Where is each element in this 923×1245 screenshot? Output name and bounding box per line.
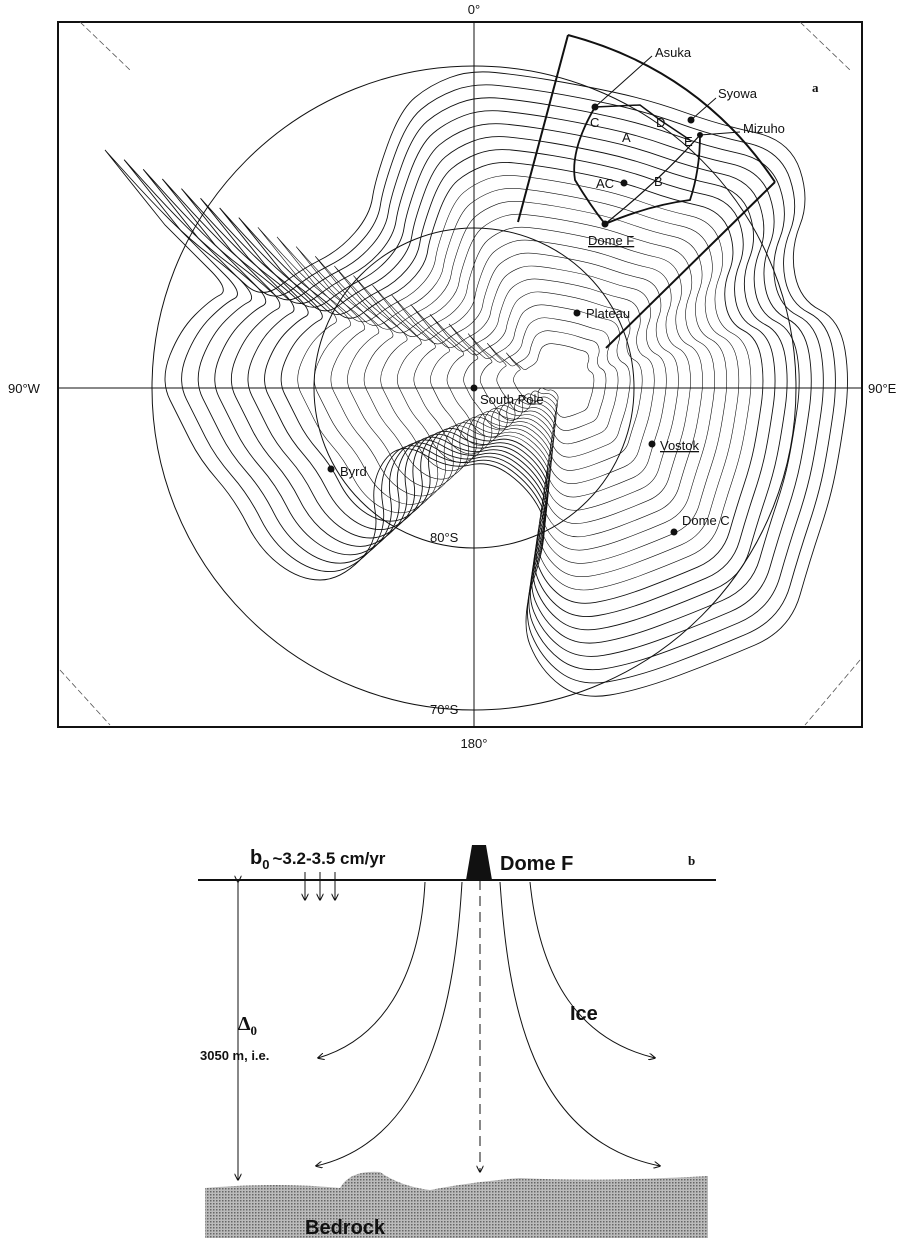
contour-line xyxy=(295,200,728,564)
contour-line xyxy=(219,149,776,618)
dome-marker xyxy=(466,845,492,880)
contour-line xyxy=(314,213,715,551)
contour-line xyxy=(429,291,643,471)
site-label: Dome F xyxy=(500,853,573,875)
contour-line xyxy=(257,175,752,591)
flow-lines xyxy=(316,880,660,1172)
meridian-label: 180° xyxy=(461,736,488,751)
contour-line xyxy=(506,343,595,418)
meridian-label: 90°W xyxy=(8,381,41,396)
panel-label: a xyxy=(812,80,819,95)
station-label: Dome F xyxy=(588,233,634,248)
station-label: Dome C xyxy=(682,513,730,528)
subscript: 0 xyxy=(262,857,269,872)
route-label: D xyxy=(656,115,665,130)
map-frame xyxy=(57,21,863,728)
contour-line xyxy=(200,136,788,631)
thickness-value: 3050 m, i.e. xyxy=(200,1048,269,1063)
contour-line xyxy=(276,188,740,578)
symbol: Δ xyxy=(238,1013,251,1035)
contour-line xyxy=(142,97,824,671)
contour-line xyxy=(334,226,703,538)
study-sector xyxy=(517,34,776,349)
route-label: B xyxy=(654,174,663,189)
contour-line xyxy=(448,304,631,458)
bedrock-label: Bedrock xyxy=(305,1217,386,1239)
contour-line xyxy=(486,330,607,431)
corner-ticks xyxy=(59,21,861,726)
station-label: Mizuho xyxy=(743,121,785,136)
text: ~3.2-3.5 cm/yr xyxy=(272,849,385,868)
contour-line xyxy=(467,317,619,445)
contour-line xyxy=(372,252,679,511)
contour-line xyxy=(104,71,848,697)
station-label: South Pole xyxy=(480,392,544,407)
symbol: b xyxy=(250,847,262,869)
latitude-label: 70°S xyxy=(430,702,459,717)
station-label: Syowa xyxy=(718,86,758,101)
contour-line xyxy=(181,123,800,644)
contour-line xyxy=(238,162,764,604)
meridian-label: 90°E xyxy=(868,381,897,396)
panel-label: b xyxy=(688,853,695,868)
route-label: A xyxy=(622,130,631,145)
contours xyxy=(104,71,848,697)
station-label: Byrd xyxy=(340,464,367,479)
contour-line xyxy=(391,265,667,498)
station-label: AC xyxy=(596,176,614,191)
latitude-label: 80°S xyxy=(430,530,459,545)
contour-line xyxy=(353,239,691,524)
accumulation-label: b0 ~3.2-3.5 cm/yr xyxy=(250,847,386,872)
map-panel: 0° 180° 90°W 90°E 80°S 70°S a Asuka Syow… xyxy=(8,2,897,751)
station-label: Vostok xyxy=(660,438,700,453)
route-label: C xyxy=(590,115,599,130)
station-label: Asuka xyxy=(655,45,692,60)
subscript: 0 xyxy=(251,1023,258,1038)
snowfall-arrows xyxy=(305,872,335,900)
contour-line xyxy=(161,110,812,657)
ice-label: Ice xyxy=(570,1003,598,1025)
contour-line xyxy=(410,278,655,485)
bedrock-fill xyxy=(205,1171,708,1238)
route-label: E xyxy=(684,134,693,149)
station-dots xyxy=(327,103,703,536)
station-label: Plateau xyxy=(586,306,630,321)
leader-lines xyxy=(594,55,741,136)
thickness-label: Δ0 xyxy=(238,1013,257,1038)
meridian-label: 0° xyxy=(468,2,480,17)
section-panel: b0 ~3.2-3.5 cm/yr Dome F b Δ0 3050 m, i.e… xyxy=(198,845,716,1239)
contour-line xyxy=(123,84,836,684)
